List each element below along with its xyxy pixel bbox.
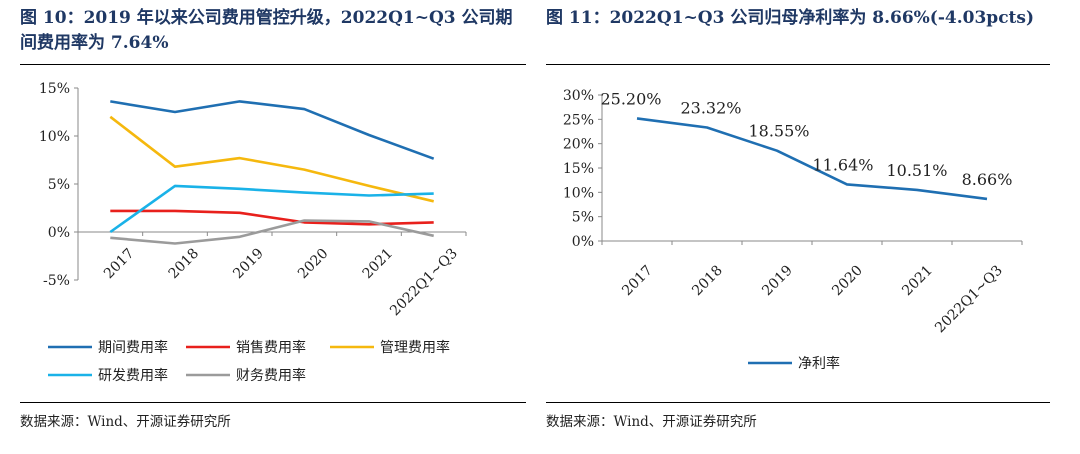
- left-x-category-label: 2018: [166, 246, 203, 283]
- right-figure-title: 图 11：2022Q1~Q3 公司归母净利率为 8.66%(-4.03pcts): [546, 8, 1035, 28]
- right-y-tick-label: 10%: [563, 185, 594, 201]
- right-x-category-label: 2020: [829, 263, 866, 300]
- right-y-tick-label: 25%: [563, 112, 594, 128]
- left-source-note: 数据来源：Wind、开源证券研究所: [20, 414, 231, 430]
- legend-label: 净利率: [798, 355, 840, 372]
- left-x-category-label: 2022Q1~Q3: [387, 246, 461, 320]
- legend-label: 期间费用率: [98, 339, 168, 356]
- right-x-category-label: 2018: [689, 263, 726, 300]
- right-source-note: 数据来源：Wind、开源证券研究所: [546, 414, 757, 430]
- left-y-tick-label: 0%: [48, 225, 70, 241]
- legend-label: 研发费用率: [98, 367, 168, 384]
- legend-label: 管理费用率: [380, 339, 450, 356]
- right-x-category-label: 2021: [899, 263, 936, 300]
- net-margin-data-label: 18.55%: [748, 122, 809, 141]
- series-line--f5b80e: [109, 115, 435, 203]
- legend-label: 销售费用率: [236, 339, 306, 356]
- net-margin-data-label: 10.51%: [886, 161, 947, 180]
- left-title-rule: [20, 64, 526, 65]
- net-margin-data-label: 11.64%: [812, 155, 873, 174]
- series-line--1ab2e8: [109, 184, 434, 234]
- net-margin-line: [636, 117, 988, 201]
- left-figure: 图 10：2019 年以来公司费用管控升级，2022Q1~Q3 公司期间费用率为…: [0, 0, 526, 454]
- series-line--e8201c: [110, 209, 434, 226]
- right-y-tick-label: 5%: [572, 210, 594, 226]
- right-y-tick-label: 30%: [563, 88, 594, 104]
- left-y-tick-label: -5%: [43, 273, 70, 289]
- left-x-category-label: 2017: [101, 246, 138, 283]
- right-figure: 图 11：2022Q1~Q3 公司归母净利率为 8.66%(-4.03pcts)…: [546, 0, 1080, 454]
- left-chart: -5% 0% 5% 10% 15% 2017 2018 2019 2020 20212022Q1~…: [39, 81, 467, 384]
- right-x-category-label: 2019: [759, 263, 796, 300]
- left-figure-title: 图 10：2019 年以来公司费用管控升级，2022Q1~Q3 公司期间费用率为…: [20, 8, 513, 53]
- right-y-tick-label: 0%: [572, 234, 594, 250]
- right-y-tick-label: 20%: [563, 137, 594, 153]
- series-line--9b9b9b: [110, 219, 434, 245]
- right-x-category-label: 2017: [619, 263, 656, 300]
- legend-label: 财务费用率: [236, 367, 306, 384]
- left-x-category-label: 2020: [295, 246, 332, 283]
- right-chart: 0%5%10%15%20%25%30%2017 2018 2019 2020 20212…: [563, 88, 1023, 372]
- series-line--1f6fb2: [110, 100, 435, 160]
- right-title-rule: [546, 64, 1050, 65]
- left-x-category-label: 2019: [230, 246, 267, 283]
- net-margin-data-label: 8.66%: [962, 170, 1013, 189]
- left-y-tick-label: 15%: [39, 81, 70, 97]
- net-margin-data-label: 25.20%: [600, 89, 661, 108]
- right-bottom-rule: [546, 402, 1050, 403]
- left-y-tick-label: 5%: [48, 177, 70, 193]
- left-bottom-rule: [20, 402, 526, 403]
- left-x-category-label: 2021: [360, 246, 397, 283]
- right-y-tick-label: 15%: [563, 161, 594, 177]
- right-x-category-label: 2022Q1~Q3: [932, 263, 1006, 337]
- left-y-tick-label: 10%: [39, 129, 70, 145]
- net-margin-data-label: 23.32%: [680, 99, 741, 118]
